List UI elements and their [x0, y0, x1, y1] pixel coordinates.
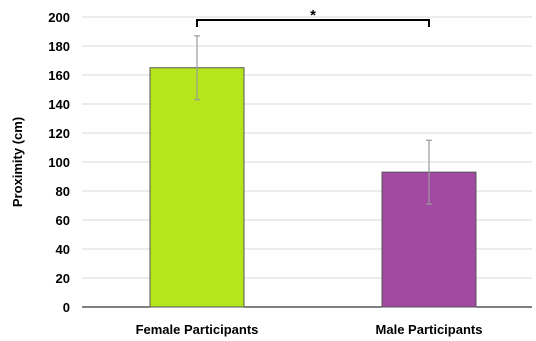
- y-tick-labels: 0 20 40 60 80 100 120 140 160 180 200: [48, 10, 70, 315]
- error-bars: [194, 35, 432, 205]
- y-tick-label: 40: [56, 242, 70, 257]
- x-category-label: Male Participants: [376, 322, 483, 337]
- x-category-labels: Female Participants Male Participants: [136, 322, 483, 337]
- y-tick-label: 100: [48, 155, 70, 170]
- y-tick-label: 120: [48, 126, 70, 141]
- y-tick-label: 140: [48, 97, 70, 112]
- significance-annotation: *: [196, 7, 430, 27]
- y-tick-label: 20: [56, 271, 70, 286]
- y-tick-label: 80: [56, 184, 70, 199]
- y-tick-label: 180: [48, 39, 70, 54]
- y-tick-label: 200: [48, 10, 70, 25]
- y-axis-title: Proximity (cm): [10, 117, 25, 207]
- y-tick-label: 160: [48, 68, 70, 83]
- x-category-label: Female Participants: [136, 322, 259, 337]
- y-tick-label: 0: [63, 300, 70, 315]
- bar: [149, 67, 245, 308]
- significance-label: *: [310, 7, 316, 24]
- y-tick-label: 60: [56, 213, 70, 228]
- significance-bracket: [196, 19, 430, 27]
